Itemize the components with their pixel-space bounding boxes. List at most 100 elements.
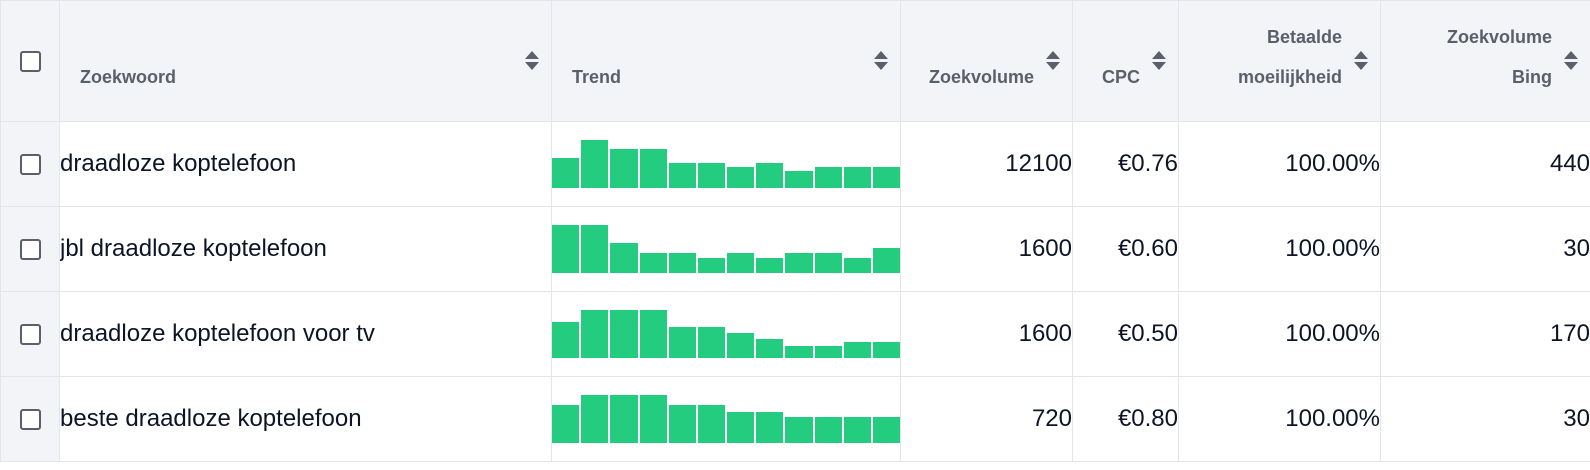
trend-bar [552,225,580,273]
trend-bar [872,342,900,358]
trend-bar [814,416,842,443]
trend-bar [639,148,667,188]
select-all-cell [0,0,60,122]
cpc-cell: €0.76 [1072,121,1179,207]
bing-volume-cell: 30 [1380,206,1590,292]
bing-volume-cell: 170 [1380,291,1590,377]
trend-bar [610,243,638,273]
cpc-cell: €0.50 [1072,291,1179,377]
trend-bar [785,252,813,273]
trend-bar [814,166,842,188]
trend-sparkline [552,225,900,273]
sort-icon[interactable] [1564,51,1578,71]
table-row: jbl draadloze koptelefoon 1600 €0.60 100… [0,206,1590,292]
header-volume[interactable]: Zoekvolume [900,0,1073,122]
trend-bar [756,338,784,358]
row-checkbox[interactable] [19,154,41,176]
trend-bar [581,395,609,443]
sort-icon[interactable] [1046,51,1060,71]
trend-bar [756,163,784,188]
trend-bar [668,326,696,358]
difficulty-cell: 100.00% [1178,291,1381,377]
row-checkbox[interactable] [19,239,41,261]
table-row: draadloze koptelefoon voor tv 1600 €0.50… [0,291,1590,377]
volume-cell: 12100 [900,121,1073,207]
sort-icon[interactable] [1152,51,1166,71]
keyword-cell[interactable]: beste draadloze koptelefoon [59,376,552,462]
table-header-row: Zoekwoord Trend Zoekvolume CPC Betaalde … [0,0,1590,122]
header-trend-label: Trend [572,67,622,87]
header-difficulty-line1: Betaalde [1266,27,1342,47]
trend-bar [668,252,696,273]
row-select-cell [0,376,60,462]
header-bing-line2: Bing [1512,67,1552,87]
select-all-checkbox[interactable] [19,50,41,72]
trend-sparkline [552,395,900,443]
trend-bar [843,416,871,443]
cpc-cell: €0.60 [1072,206,1179,292]
trend-bar [843,257,871,273]
difficulty-cell: 100.00% [1178,376,1381,462]
header-bing-label: Zoekvolume Bing [1382,17,1590,121]
trend-bar [639,395,667,443]
sort-icon[interactable] [525,51,539,71]
trend-cell [551,206,901,292]
trend-bar [668,163,696,188]
trend-bar [610,148,638,188]
header-keyword[interactable]: Zoekwoord [59,0,552,122]
keyword-cell[interactable]: jbl draadloze koptelefoon [59,206,552,292]
trend-bar [639,252,667,273]
trend-bar [756,411,784,443]
header-cpc[interactable]: CPC [1072,0,1179,122]
row-checkbox[interactable] [19,324,41,346]
trend-bar [727,252,755,273]
row-select-cell [0,121,60,207]
table-row: beste draadloze koptelefoon 720 €0.80 10… [0,376,1590,462]
header-volume-label: Zoekvolume [928,67,1034,87]
trend-bar [727,411,755,443]
trend-bar [843,166,871,188]
sort-icon[interactable] [1354,51,1368,71]
row-select-cell [0,206,60,292]
trend-bar [581,225,609,273]
trend-bar [581,310,609,358]
volume-cell: 1600 [900,291,1073,377]
trend-bar [785,416,813,443]
trend-sparkline [552,310,900,358]
row-checkbox[interactable] [19,409,41,431]
trend-bar [756,257,784,273]
header-cpc-label: CPC [1101,67,1140,87]
trend-bar [785,171,813,188]
header-trend[interactable]: Trend [551,0,901,122]
trend-bar [727,166,755,188]
trend-bar [872,248,900,273]
keyword-cell[interactable]: draadloze koptelefoon [59,121,552,207]
trend-bar [814,252,842,273]
trend-bar [697,257,726,273]
trend-bar [814,345,842,358]
trend-bar [727,333,755,358]
sort-icon[interactable] [874,51,888,71]
trend-bar [785,345,813,358]
trend-bar [872,166,900,188]
trend-cell [551,291,901,377]
volume-cell: 1600 [900,206,1073,292]
header-difficulty[interactable]: Betaalde moeilijkheid [1178,0,1381,122]
trend-bar [552,158,580,188]
trend-bar [581,140,609,188]
bing-volume-cell: 440 [1380,121,1590,207]
header-keyword-label: Zoekwoord [80,67,177,87]
trend-bar [697,163,726,188]
trend-bar [697,326,726,358]
header-bing[interactable]: Zoekvolume Bing [1380,0,1590,122]
keyword-cell[interactable]: draadloze koptelefoon voor tv [59,291,552,377]
trend-bar [697,404,726,443]
trend-bar [552,322,580,358]
trend-bar [843,342,871,358]
trend-bar [872,416,900,443]
row-select-cell [0,291,60,377]
cpc-cell: €0.80 [1072,376,1179,462]
header-difficulty-line2: moeilijkheid [1237,67,1342,87]
header-difficulty-label: Betaalde moeilijkheid [1180,17,1380,121]
